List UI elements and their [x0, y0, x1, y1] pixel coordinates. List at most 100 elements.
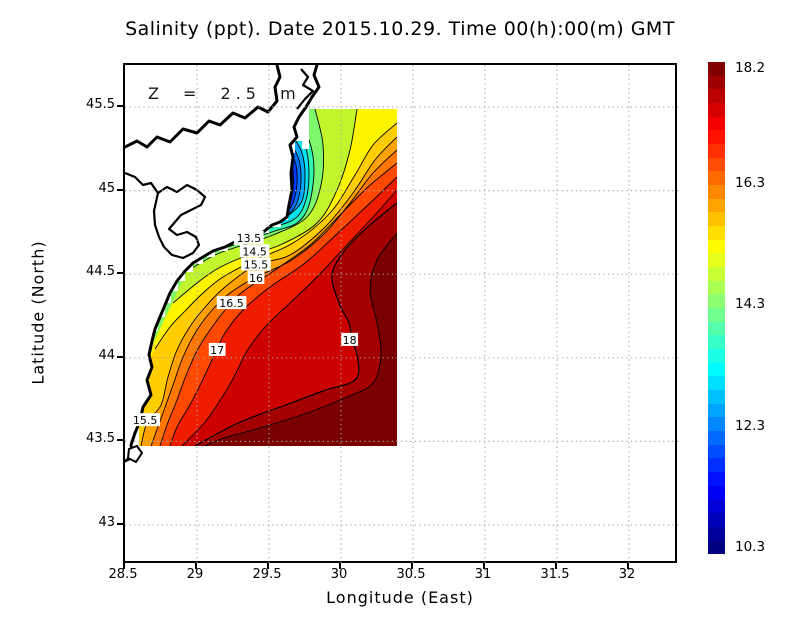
x-tick-mark — [123, 563, 125, 569]
map-plot-area: 13.5 14.5 15.5 16 16.5 17 18 15.5 — [123, 63, 679, 565]
colorbar-step — [708, 403, 725, 418]
colorbar-step — [708, 526, 725, 541]
contour-line-15.5 — [140, 136, 397, 446]
colorbar-step — [708, 376, 725, 391]
colorbar-step — [708, 75, 725, 90]
colorbar-step — [708, 157, 725, 172]
colorbar-step — [708, 89, 725, 104]
contour-label-15.5: 15.5 — [133, 414, 158, 427]
x-tick-mark — [483, 563, 485, 569]
graticule — [125, 65, 679, 565]
y-tick-label-44: 44 — [98, 347, 115, 363]
contour-line-14.5 — [172, 109, 358, 304]
colorbar-tick-label-16.3: 16.3 — [735, 175, 766, 192]
y-tick-mark — [117, 523, 123, 525]
coastline-north — [125, 65, 282, 149]
small-coastal-lake — [126, 444, 144, 464]
colorbar-step — [708, 540, 725, 555]
colorbar-step — [708, 308, 725, 322]
contour-line-12.5 — [280, 132, 306, 222]
y-tick-mark — [117, 355, 123, 358]
colorbar-step — [708, 321, 725, 336]
y-tick-label-43.5: 43.5 — [86, 431, 115, 447]
x-tick-label-32: 32 — [618, 567, 636, 582]
y-tick-mark — [117, 439, 123, 442]
y-tick-label-45: 45 — [98, 180, 115, 196]
contour-label-box — [341, 332, 359, 346]
colorbar-step — [708, 513, 725, 527]
x-tick-label-30.5: 30.5 — [396, 567, 426, 582]
contour-line-12 — [288, 140, 302, 215]
plot-title: Salinity (ppt). Date 2015.10.29. Time 00… — [125, 18, 675, 40]
colorbar — [708, 62, 725, 555]
colorbar-step — [708, 335, 725, 350]
contour-label-18: 18 — [343, 334, 357, 347]
y-tick-mark — [117, 188, 123, 191]
contour-label-box — [241, 257, 271, 271]
x-tick-mark — [627, 563, 629, 569]
colorbar-step — [708, 226, 725, 240]
contour-label-box — [247, 271, 265, 285]
x-tick-mark — [267, 563, 269, 569]
river-channel — [125, 171, 159, 194]
contour-line-17 — [169, 176, 397, 446]
colorbar-step — [708, 294, 725, 309]
y-tick-label-44.5: 44.5 — [86, 264, 115, 280]
x-tick-label-31: 31 — [474, 567, 492, 582]
contour-label-box — [208, 342, 226, 356]
colorbar-step — [708, 472, 725, 486]
contour-label-box — [216, 296, 247, 310]
colorbar-step — [708, 130, 725, 145]
colorbar-tick-label-10.3: 10.3 — [735, 538, 766, 555]
x-tick-label-29.5: 29.5 — [252, 567, 282, 582]
y-tick-label-45.5: 45.5 — [86, 97, 115, 112]
colorbar-step — [708, 458, 725, 473]
colorbar-step — [708, 349, 725, 363]
colorbar-step — [708, 253, 725, 268]
danube-delta-channel — [296, 68, 315, 110]
colorbar-step — [708, 417, 725, 432]
colorbar-step — [708, 198, 725, 213]
x-axis-title: Longitude (East) — [326, 588, 474, 607]
y-tick-label-43: 43 — [98, 515, 115, 530]
contour-label-16: 16 — [249, 272, 263, 285]
y-axis-title: Latitude (North) — [28, 240, 48, 385]
contour-label-box — [130, 413, 160, 427]
colorbar-step — [708, 144, 725, 158]
depth-annotation: Z = 2.5 m — [148, 84, 301, 103]
colorbar-step — [708, 116, 725, 131]
x-tick-label-30: 30 — [330, 567, 348, 582]
colorbar-step — [708, 431, 725, 445]
colorbar-step — [708, 267, 725, 281]
contour-label-15.5: 15.5 — [244, 259, 268, 272]
contour-label-box — [239, 244, 270, 258]
contour-label-box — [234, 230, 264, 244]
colorbar-tick-label-18.2: 18.2 — [735, 60, 766, 76]
contour-label-13.5: 13.5 — [237, 232, 262, 245]
coastal-lagoon — [152, 183, 207, 260]
x-tick-mark — [411, 563, 413, 569]
colorbar-step — [708, 103, 725, 117]
colorbar-tick-label-14.3: 14.3 — [735, 296, 766, 313]
contour-line-16 — [150, 149, 397, 446]
colorbar-step — [708, 444, 725, 459]
land-mask — [125, 65, 319, 461]
x-tick-mark — [195, 563, 197, 569]
contour-label-14.5: 14.5 — [242, 245, 267, 258]
x-tick-mark — [339, 563, 341, 569]
contour-label-16.5: 16.5 — [219, 297, 244, 310]
colorbar-step — [708, 239, 725, 254]
y-tick-mark — [117, 105, 123, 107]
y-tick-mark — [117, 272, 123, 275]
colorbar-tick-label-12.3: 12.3 — [735, 417, 766, 434]
colorbar-step — [708, 485, 725, 500]
contour-line-18.3 — [204, 232, 397, 446]
colorbar-step — [708, 362, 725, 377]
colorbar-step — [708, 499, 725, 514]
colorbar-step — [708, 212, 725, 227]
x-tick-label-29: 29 — [186, 567, 204, 582]
contour-line-14 — [186, 109, 324, 272]
